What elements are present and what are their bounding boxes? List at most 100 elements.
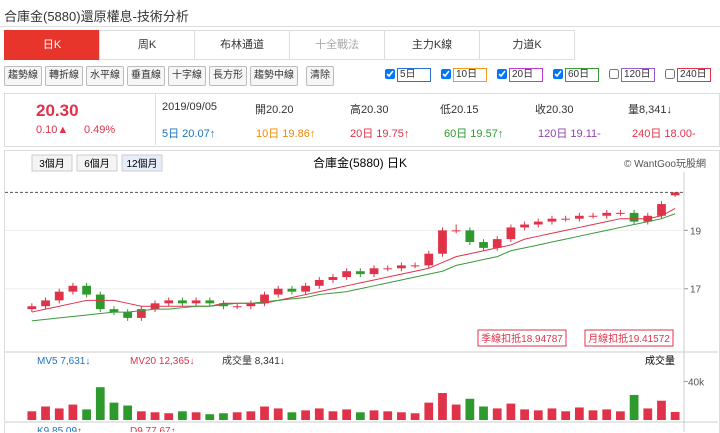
volume-bar bbox=[465, 398, 475, 420]
candle-body bbox=[616, 212, 625, 214]
annotation-box bbox=[584, 329, 674, 347]
candle-body bbox=[27, 306, 37, 310]
volume-label: MV5 7,631↓ bbox=[37, 356, 90, 367]
tool-button[interactable]: 長方形 bbox=[209, 66, 247, 86]
range-button[interactable] bbox=[31, 154, 73, 172]
candle-body bbox=[191, 300, 201, 304]
volume-bar bbox=[54, 408, 64, 420]
volume-bar bbox=[670, 411, 680, 420]
divider bbox=[0, 26, 720, 27]
range-label[interactable]: 12個月 bbox=[126, 157, 157, 170]
ma-toggle[interactable]: 120日 bbox=[609, 68, 655, 82]
candle-body bbox=[424, 253, 434, 266]
checkbox[interactable] bbox=[609, 69, 619, 80]
range-label[interactable]: 6個月 bbox=[84, 157, 110, 170]
candle-body bbox=[205, 300, 215, 304]
volume-bar bbox=[301, 410, 310, 420]
candle-body bbox=[451, 230, 461, 232]
checkbox[interactable] bbox=[665, 69, 675, 80]
change-pct: 0.49% bbox=[84, 124, 116, 136]
candle-body bbox=[492, 239, 502, 248]
volume-label: MV20 12,365↓ bbox=[130, 356, 195, 367]
volume-bar bbox=[561, 411, 571, 420]
range-button[interactable] bbox=[121, 154, 163, 172]
candle-body bbox=[369, 268, 379, 275]
volume-bar bbox=[123, 405, 133, 420]
checkbox[interactable] bbox=[497, 69, 507, 80]
candle-body bbox=[465, 230, 475, 243]
candle-body bbox=[342, 271, 352, 278]
tab[interactable]: 主力K線 bbox=[384, 30, 480, 60]
volume-bar bbox=[397, 412, 406, 420]
page-title: 合庫金(5880)還原權息-技術分析 bbox=[4, 9, 189, 24]
volume-bar bbox=[178, 411, 187, 420]
tool-button[interactable]: 趨勢線 bbox=[4, 66, 42, 86]
chart-title: 合庫金(5880) 日K bbox=[313, 155, 407, 170]
volume-bar bbox=[629, 394, 639, 420]
ma-toggle[interactable]: 5日 bbox=[385, 68, 431, 82]
candle-body bbox=[164, 300, 174, 304]
range-button[interactable] bbox=[76, 154, 118, 172]
ma-toggle-label: 10日 bbox=[453, 68, 487, 82]
candle-body bbox=[246, 303, 256, 307]
range-label[interactable]: 3個月 bbox=[39, 157, 65, 170]
checkbox[interactable] bbox=[385, 69, 395, 80]
volume-bar bbox=[574, 407, 584, 420]
ma-toggle[interactable]: 240日 bbox=[665, 68, 711, 82]
tab[interactable]: 布林通道 bbox=[194, 30, 290, 60]
ma-value: 120日 19.11- bbox=[538, 128, 601, 140]
candle-body bbox=[301, 285, 310, 292]
volume-tick-label: 40k bbox=[688, 377, 705, 388]
annotation: 季線扣抵18.94787 bbox=[481, 332, 563, 345]
tab[interactable]: 周K bbox=[99, 30, 195, 60]
price: 20.30 bbox=[36, 101, 79, 120]
volume-bar bbox=[506, 403, 516, 420]
volume-bar bbox=[547, 408, 557, 420]
volume-label: 成交量 8,341↓ bbox=[222, 354, 285, 367]
tool-button[interactable]: 十字線 bbox=[168, 66, 206, 86]
volume-bar bbox=[588, 410, 598, 420]
volume-bar bbox=[492, 408, 502, 420]
ma-toggle[interactable]: 60日 bbox=[553, 68, 599, 82]
quote-divider bbox=[155, 93, 156, 145]
candle-body bbox=[561, 218, 571, 220]
candle-body bbox=[68, 285, 78, 292]
volume: 量8,341↓ bbox=[628, 104, 673, 116]
ma-toggle-label: 120日 bbox=[621, 68, 655, 82]
annotation-box bbox=[477, 329, 567, 347]
ma-toggle-label: 60日 bbox=[565, 68, 599, 82]
candle-body bbox=[588, 215, 598, 217]
candle-body bbox=[136, 309, 146, 318]
ma-toggle[interactable]: 10日 bbox=[441, 68, 487, 82]
volume-bar bbox=[369, 410, 379, 420]
candle-body bbox=[54, 291, 64, 301]
volume-bar bbox=[27, 411, 37, 420]
volume-bar bbox=[109, 402, 119, 420]
kd-label: K9 85.09↑ bbox=[37, 426, 82, 432]
tool-button[interactable]: 趨勢中線 bbox=[250, 66, 298, 86]
tool-button[interactable]: 清除 bbox=[306, 66, 334, 86]
ma-toggle[interactable]: 20日 bbox=[497, 68, 543, 82]
candle-body bbox=[383, 268, 393, 270]
volume-bar bbox=[451, 404, 461, 420]
tool-button[interactable]: 水平線 bbox=[86, 66, 124, 86]
tab[interactable]: 力道K bbox=[479, 30, 575, 60]
checkbox[interactable] bbox=[553, 69, 563, 80]
tab[interactable]: 十全戰法 bbox=[289, 30, 385, 60]
ma-toggle-label: 5日 bbox=[397, 68, 431, 82]
tab[interactable]: 日K bbox=[4, 30, 100, 60]
candle-body bbox=[123, 312, 133, 318]
candle-body bbox=[533, 221, 543, 225]
ma-value: 5日 20.07↑ bbox=[162, 128, 216, 140]
tool-button[interactable]: 轉折線 bbox=[45, 66, 83, 86]
checkbox[interactable] bbox=[441, 69, 451, 80]
volume-bar bbox=[616, 411, 625, 420]
volume-bar bbox=[136, 411, 146, 420]
candle-body bbox=[260, 294, 269, 304]
volume-bar bbox=[41, 406, 50, 420]
volume-bar bbox=[479, 406, 488, 420]
candle-body bbox=[670, 192, 680, 196]
y-tick-label: 17 bbox=[690, 285, 702, 296]
tool-button[interactable]: 垂直線 bbox=[127, 66, 165, 86]
